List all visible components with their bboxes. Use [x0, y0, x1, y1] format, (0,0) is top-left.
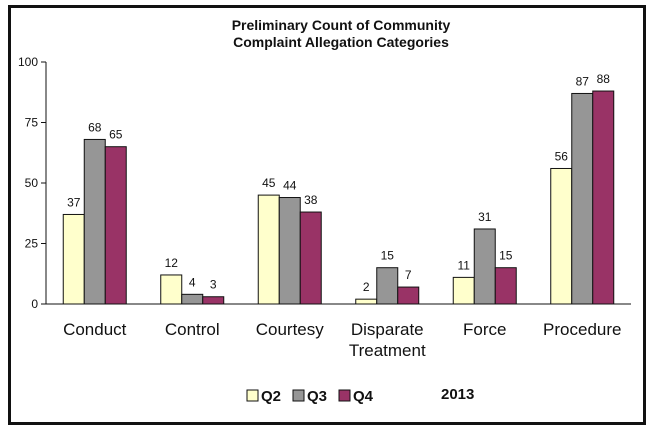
- bar-q4-4: [494, 267, 517, 305]
- data-label-q2-5: 56: [555, 149, 569, 163]
- bar-q4-2: [299, 211, 322, 305]
- data-label-q3-0: 68: [88, 120, 102, 134]
- y-tick-label: 0: [31, 297, 38, 311]
- data-label-q4-4: 15: [499, 249, 513, 263]
- y-tick-label: 25: [25, 237, 39, 251]
- legend-label-q3: Q3: [307, 388, 327, 405]
- category-labels: Conduct Control Courtesy Disparate Treatment…: [63, 320, 621, 360]
- bar-q3-2: [278, 197, 301, 305]
- bar-q3-1: [181, 293, 204, 305]
- bar-q3-0: [83, 138, 106, 305]
- bar-chart: Preliminary Count of Community Complaint…: [18, 17, 631, 405]
- axes: 0 25 50 75 100: [18, 55, 631, 311]
- legend-label-q2: Q2: [261, 388, 281, 405]
- data-label-q4-0: 65: [109, 128, 123, 142]
- category-label-5: Procedure: [543, 320, 621, 339]
- y-tick-label: 50: [25, 176, 39, 190]
- chart-frame: Preliminary Count of Community Complaint…: [8, 5, 646, 425]
- category-label-3: Treatment: [349, 341, 426, 360]
- data-label-q2-3: 2: [363, 280, 370, 294]
- bar-q4-3: [397, 286, 420, 305]
- data-label-q3-1: 4: [189, 275, 196, 289]
- data-label-q3-5: 87: [576, 74, 590, 88]
- y-tick-label: 75: [25, 116, 39, 130]
- bar-q2-0: [62, 213, 85, 305]
- legend-swatch-q3: [292, 389, 305, 402]
- data-label-q2-0: 37: [67, 195, 81, 209]
- bar-q3-4: [473, 228, 496, 305]
- bar-q3-5: [571, 92, 594, 305]
- bar-q4-1: [202, 296, 225, 305]
- data-label-q4-5: 88: [597, 72, 611, 86]
- data-labels: 37 68 65 12 4 3 45 44 38 2 15 7 11 31 15 56 87 88: [67, 72, 610, 294]
- bar-q2-4: [452, 276, 475, 305]
- chart-title-line-2: Complaint Allegation Categories: [233, 34, 449, 50]
- data-label-q3-4: 31: [478, 210, 492, 224]
- category-label-1: Control: [165, 320, 220, 339]
- category-label-3: Disparate: [351, 320, 424, 339]
- legend-swatch-q2: [246, 389, 259, 402]
- bars: [62, 90, 615, 305]
- legend-label-q4: Q4: [353, 388, 374, 405]
- category-label-2: Courtesy: [256, 320, 325, 339]
- legend: Q2 Q3 Q4 2013: [246, 386, 474, 405]
- bar-q3-3: [376, 267, 399, 305]
- data-label-q4-3: 7: [405, 268, 412, 282]
- chart-title: Preliminary Count of Community Complaint…: [232, 17, 451, 50]
- legend-year: 2013: [441, 386, 474, 403]
- data-label-q3-3: 15: [381, 249, 395, 263]
- data-label-q2-4: 11: [458, 258, 471, 272]
- data-label-q4-1: 3: [210, 278, 217, 292]
- category-label-0: Conduct: [63, 320, 127, 339]
- bar-q4-0: [104, 146, 127, 305]
- data-label-q3-2: 44: [283, 179, 297, 193]
- bar-q2-5: [550, 167, 573, 305]
- bar-q4-5: [592, 90, 615, 305]
- data-label-q4-2: 38: [304, 193, 318, 207]
- legend-swatch-q4: [338, 389, 351, 402]
- data-label-q2-2: 45: [262, 176, 276, 190]
- bar-q2-1: [160, 274, 183, 305]
- bar-q2-3: [355, 298, 378, 305]
- chart-title-line-1: Preliminary Count of Community: [232, 17, 451, 33]
- y-tick-label: 100: [18, 55, 38, 69]
- category-label-4: Force: [463, 320, 506, 339]
- bar-q2-2: [257, 194, 280, 305]
- data-label-q2-1: 12: [165, 256, 179, 270]
